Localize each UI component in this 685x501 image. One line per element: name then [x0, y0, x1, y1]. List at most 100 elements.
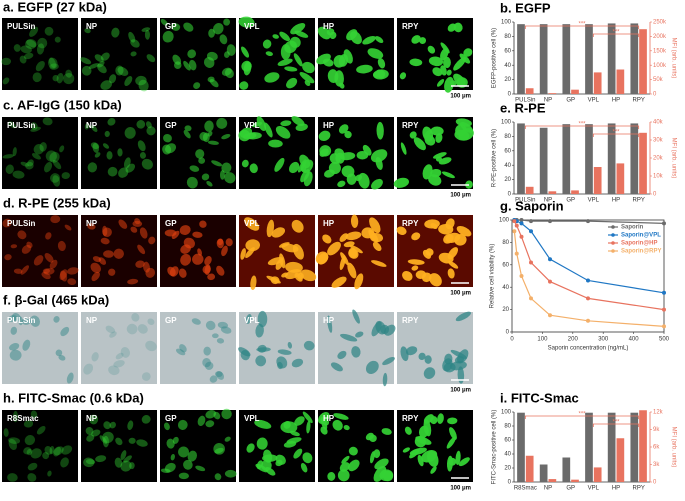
y-tick-label: 100	[501, 20, 512, 26]
cell	[303, 340, 315, 351]
chart-title: e. R-PE	[500, 100, 546, 115]
cell	[459, 53, 471, 64]
significance-label: ***	[612, 130, 620, 136]
y-tick-label: 20	[502, 307, 509, 313]
data-point	[529, 260, 533, 265]
micrograph: VPL	[238, 116, 315, 189]
y2-axis-label: MFI (arb. units)	[670, 138, 676, 179]
x-axis-label: Saporin concentration (ng/mL)	[548, 346, 629, 352]
cell	[144, 29, 150, 40]
cell	[343, 241, 355, 248]
cell	[293, 53, 303, 67]
cell	[120, 450, 127, 461]
cell	[369, 217, 381, 234]
cell	[199, 220, 207, 228]
image-label: NP	[86, 22, 98, 31]
cell	[162, 30, 174, 43]
cell	[13, 44, 21, 52]
cell	[103, 250, 114, 258]
micrograph: R8Smac	[2, 410, 78, 482]
cell	[280, 120, 292, 127]
bar	[548, 479, 557, 482]
cell	[83, 457, 95, 468]
cell	[42, 268, 50, 274]
micrograph: PULSin	[2, 312, 78, 384]
cell	[354, 273, 364, 290]
cell	[349, 244, 363, 254]
cell	[97, 60, 105, 68]
cell	[396, 226, 407, 235]
cell	[302, 61, 315, 74]
y2-tick-label: 250k	[653, 20, 667, 26]
cell	[80, 57, 92, 65]
cell	[435, 133, 443, 143]
bar	[517, 412, 525, 482]
cell	[90, 142, 100, 150]
cell	[446, 69, 452, 76]
y-tick-label: 40	[502, 285, 509, 291]
cell	[221, 245, 228, 257]
legend-label: Saporin@VPL	[621, 233, 661, 239]
cell	[147, 318, 155, 325]
cell	[109, 421, 116, 429]
cell	[393, 177, 409, 188]
cell	[456, 226, 472, 237]
cell	[49, 259, 58, 269]
x-tick-label: NP	[544, 198, 552, 204]
cell	[291, 219, 304, 233]
cell	[437, 413, 444, 424]
y2-tick-label: 100k	[653, 63, 667, 69]
panel-title: a. EGFP (27 kDa)	[3, 0, 107, 14]
cell	[283, 421, 291, 429]
cell	[26, 241, 33, 249]
y2-tick-label: 6k	[653, 445, 660, 451]
cell	[109, 331, 117, 338]
data-point	[519, 221, 524, 226]
cell	[141, 415, 151, 424]
cell	[102, 435, 109, 448]
cell	[132, 220, 143, 227]
cell	[216, 338, 225, 344]
cell	[219, 34, 228, 45]
cell	[49, 57, 57, 68]
cell	[27, 159, 34, 167]
cell	[7, 473, 18, 482]
cell	[20, 161, 29, 167]
cell	[254, 419, 272, 429]
cell	[266, 219, 275, 238]
cell	[99, 435, 108, 444]
x-tick-label: GP	[566, 198, 575, 204]
cell	[21, 244, 32, 254]
cell	[102, 225, 108, 237]
cell	[371, 260, 387, 267]
cell	[67, 278, 77, 286]
legend-marker	[611, 225, 615, 229]
bar	[539, 24, 548, 94]
cell	[432, 152, 447, 159]
x-tick-label: 500	[659, 337, 670, 343]
y-tick-label: 60	[504, 148, 511, 154]
cell	[165, 143, 177, 154]
image-label: NP	[86, 316, 98, 325]
micrograph: RPY	[393, 117, 474, 189]
image-background	[81, 410, 157, 482]
cell	[402, 447, 410, 453]
cell	[60, 270, 68, 282]
cell	[299, 72, 315, 84]
cell	[274, 157, 285, 172]
cell	[127, 278, 139, 285]
chart-title: b. EGFP	[500, 0, 551, 15]
cell	[429, 273, 442, 287]
cell	[135, 75, 147, 86]
cell	[4, 254, 12, 261]
cell	[30, 122, 38, 130]
cell	[278, 242, 290, 248]
cell	[26, 39, 37, 48]
cell	[216, 265, 225, 276]
cell	[180, 253, 192, 266]
x-tick-label: 0	[510, 337, 514, 343]
cell	[145, 340, 157, 352]
cell	[329, 153, 341, 164]
cell	[382, 356, 395, 366]
